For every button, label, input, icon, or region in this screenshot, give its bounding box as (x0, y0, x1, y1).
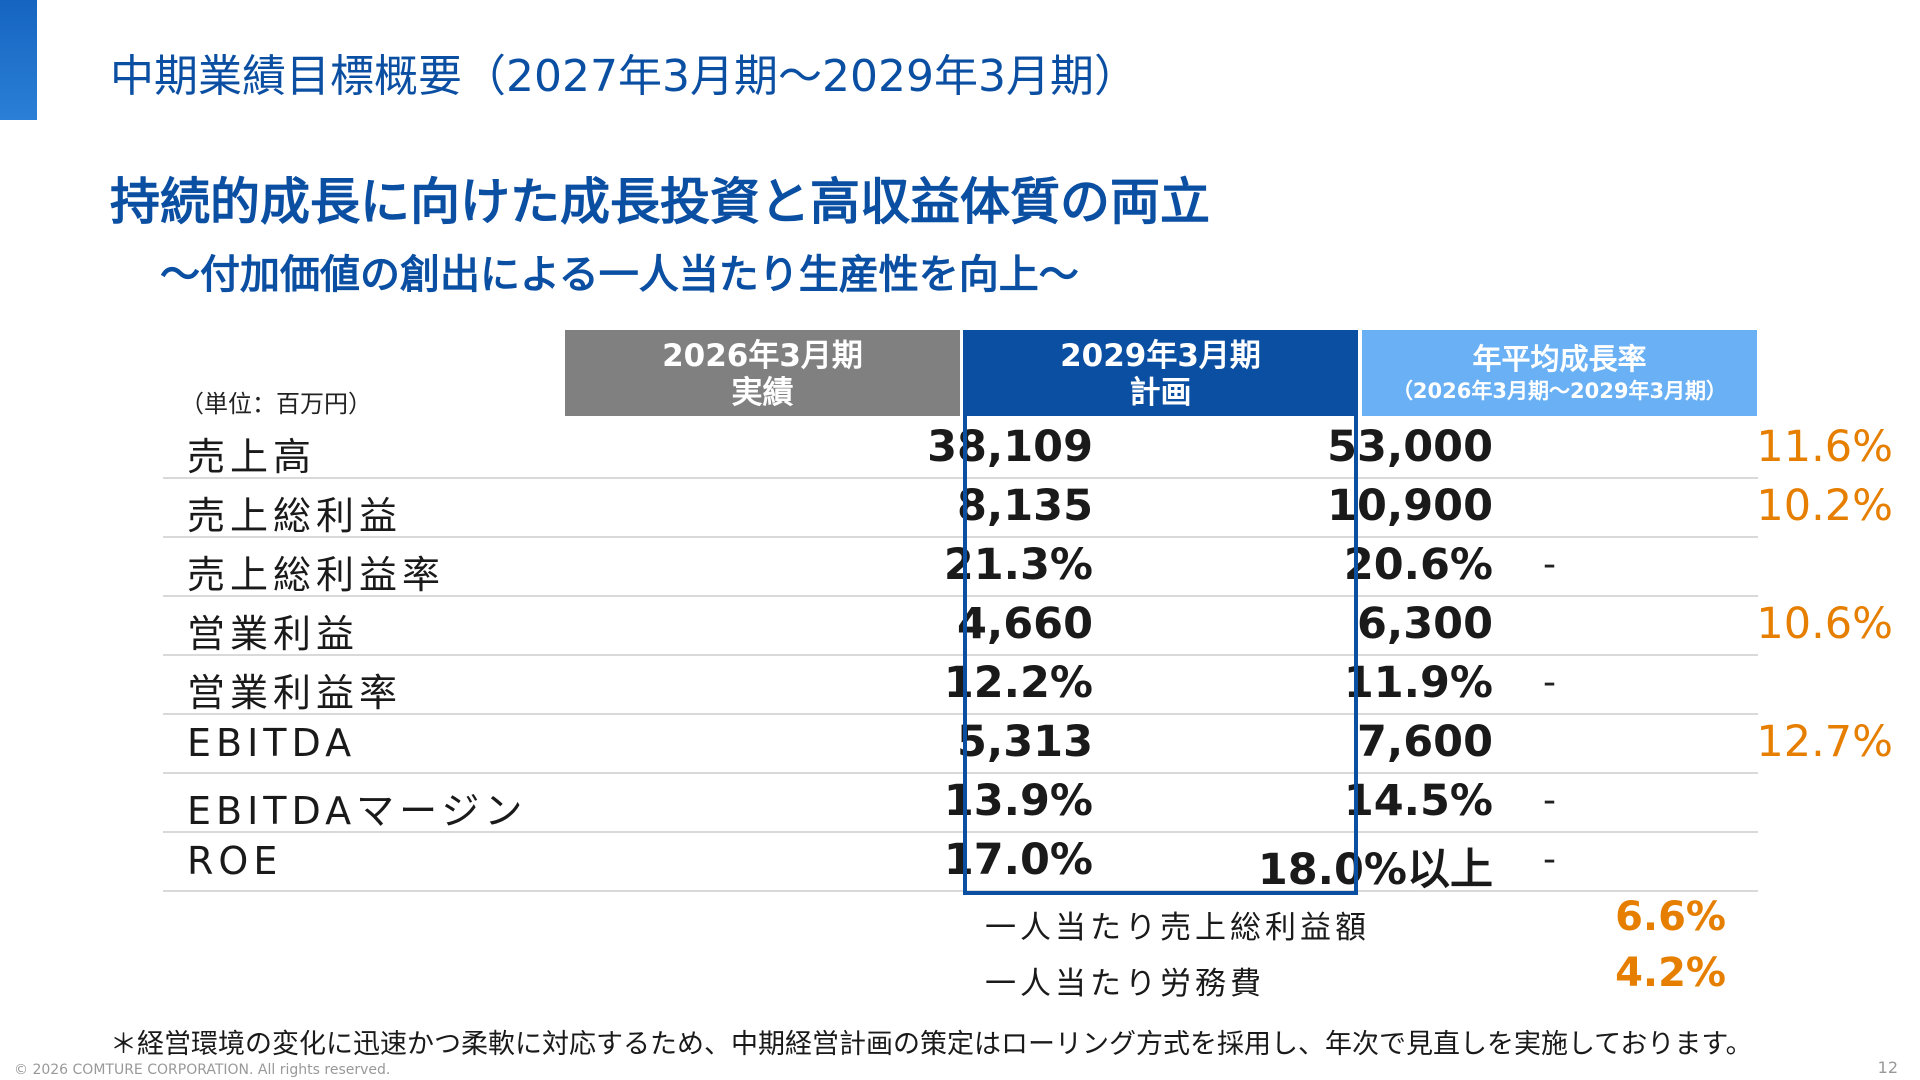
row-label: ROE (187, 839, 283, 883)
value-cagr: - (1543, 544, 1556, 585)
subheadline: ～付加価値の創出による一人当たり生産性を向上～ (160, 252, 1079, 298)
table-row: 営業利益率 12.2% 11.9% - (163, 654, 1758, 715)
value-plan: 11.9% (1343, 658, 1493, 708)
value-cagr: - (1543, 839, 1556, 880)
copyright: © 2026 COMTURE CORPORATION. All rights r… (14, 1062, 391, 1078)
value-actual: 21.3% (943, 540, 1093, 590)
value-plan: 7,600 (1356, 717, 1493, 767)
row-label: 営業利益率 (187, 671, 403, 715)
row-label: EBITDAマージン (187, 789, 528, 833)
page-title: 中期業績目標概要（2027年3月期～2029年3月期） (110, 51, 1138, 102)
footnote: ＊経営環境の変化に迅速かつ柔軟に対応するため、中期経営計画の策定はローリング方式… (110, 1029, 1753, 1060)
header-cagr-range: （2026年3月期～2029年3月期） (1391, 378, 1728, 403)
value-actual: 12.2% (943, 658, 1093, 708)
table-row: EBITDA 5,313 7,600 12.7% (163, 713, 1893, 774)
value-actual: 13.9% (943, 776, 1093, 826)
headline: 持続的成長に向けた成長投資と高収益体質の両立 (110, 173, 1210, 231)
table-row: 売上高 38,109 53,000 11.6% (163, 418, 1893, 479)
per-capita-value: 4.2% (1615, 950, 1726, 996)
accent-bar (0, 0, 37, 120)
value-actual: 38,109 (927, 422, 1093, 472)
table-row: 売上総利益率 21.3% 20.6% - (163, 536, 1758, 597)
row-label: EBITDA (187, 721, 357, 765)
page-number: 12 (1877, 1058, 1898, 1077)
header-actual-period: 2026年3月期 (662, 338, 863, 374)
value-actual: 4,660 (956, 599, 1093, 649)
table-row: EBITDAマージン 13.9% 14.5% - (163, 772, 1758, 833)
value-cagr: - (1543, 780, 1556, 821)
per-capita-value: 6.6% (1615, 894, 1726, 940)
header-plan-type: 計画 (1129, 375, 1192, 412)
header-actual: 2026年3月期 実績 (565, 330, 960, 416)
value-plan: 6,300 (1356, 599, 1493, 649)
value-plan: 14.5% (1343, 776, 1493, 826)
value-cagr: 10.6% (1756, 599, 1893, 649)
value-plan: 18.0%以上 (1257, 845, 1493, 895)
header-actual-type: 実績 (731, 375, 794, 412)
value-cagr: 12.7% (1756, 717, 1893, 767)
header-cagr-title: 年平均成長率 (1472, 342, 1647, 376)
value-actual: 8,135 (956, 481, 1093, 531)
row-label: 売上高 (187, 435, 317, 479)
unit-label: （単位：百万円） (180, 390, 372, 418)
per-capita-label: 一人当たり売上総利益額 (985, 910, 1370, 946)
per-capita-label: 一人当たり労務費 (985, 966, 1265, 1002)
value-plan: 20.6% (1343, 540, 1493, 590)
table-row: 売上総利益 8,135 10,900 10.2% (163, 477, 1893, 538)
header-cagr: 年平均成長率 （2026年3月期～2029年3月期） (1362, 330, 1757, 416)
table-row: 営業利益 4,660 6,300 10.6% (163, 595, 1893, 656)
header-plan-period: 2029年3月期 (1060, 338, 1261, 374)
value-cagr: - (1543, 662, 1556, 703)
value-cagr: 11.6% (1756, 422, 1893, 472)
row-label: 営業利益 (187, 612, 360, 656)
value-actual: 5,313 (956, 717, 1093, 767)
value-actual: 17.0% (943, 835, 1093, 885)
plan-column-highlight (963, 330, 1358, 895)
row-label: 売上総利益率 (187, 553, 446, 597)
table-row: ROE 17.0% 18.0%以上 - (163, 831, 1758, 895)
header-plan: 2029年3月期 計画 (963, 330, 1358, 416)
row-label: 売上総利益 (187, 494, 403, 538)
value-cagr: 10.2% (1756, 481, 1893, 531)
